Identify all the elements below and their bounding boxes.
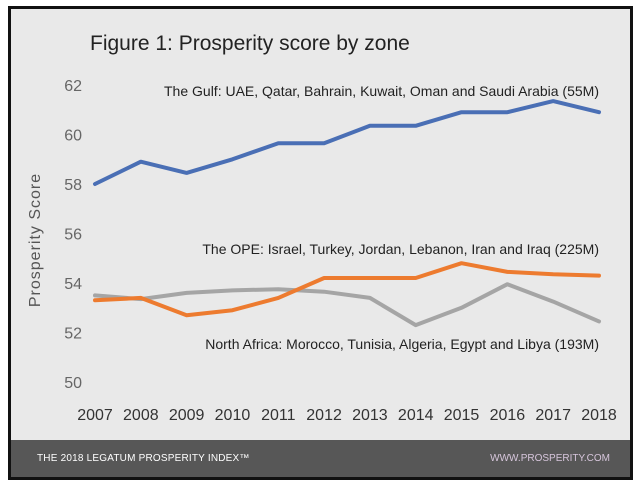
chart-panel: Figure 1: Prosperity score by zone Prosp… (8, 6, 633, 480)
y-tick-label: 52 (64, 326, 82, 343)
x-tick-label: 2010 (215, 407, 251, 424)
line-chart: Figure 1: Prosperity score by zone Prosp… (27, 32, 617, 424)
x-tick-label: 2015 (444, 407, 480, 424)
y-tick-label: 56 (64, 227, 82, 244)
x-tick-label: 2008 (123, 407, 159, 424)
series-label-gulf: The Gulf: UAE, Qatar, Bahrain, Kuwait, O… (164, 83, 599, 99)
series-line (93, 261, 601, 318)
footer-website: WWW.PROSPERITY.COM (490, 453, 610, 464)
x-tick-label: 2009 (169, 407, 205, 424)
x-tick-label: 2013 (352, 407, 388, 424)
series-lines (93, 99, 601, 328)
x-tick-label: 2014 (398, 407, 434, 424)
y-tick-label: 60 (64, 128, 82, 145)
y-axis-label: Prosperity Score (27, 173, 44, 307)
x-tick-label: 2012 (306, 407, 342, 424)
y-tick-label: 50 (64, 375, 82, 392)
series-line (93, 99, 601, 186)
series-label-ope: The OPE: Israel, Turkey, Jordan, Lebanon… (202, 241, 599, 257)
footer-publication: THE 2018 LEGATUM PROSPERITY INDEX™ (37, 453, 250, 464)
x-tick-label: 2018 (581, 407, 617, 424)
x-tick-label: 2007 (77, 407, 113, 424)
x-tick-label: 2016 (490, 407, 526, 424)
y-tick-labels: 50 52 54 56 58 60 62 (64, 78, 82, 392)
series-line (93, 282, 601, 328)
x-tick-labels: 2007 2008 2009 2010 2011 2012 2013 2014 2015 2016… (77, 407, 617, 424)
y-tick-label: 62 (64, 78, 82, 95)
chart-title: Figure 1: Prosperity score by zone (90, 32, 410, 55)
series-label-north-africa: North Africa: Morocco, Tunisia, Algeria,… (205, 336, 599, 352)
y-tick-label: 54 (64, 276, 82, 293)
footer-bar: THE 2018 LEGATUM PROSPERITY INDEX™ WWW.P… (11, 440, 630, 477)
y-tick-label: 58 (64, 177, 82, 194)
x-tick-label: 2017 (535, 407, 571, 424)
x-tick-label: 2011 (261, 407, 296, 424)
